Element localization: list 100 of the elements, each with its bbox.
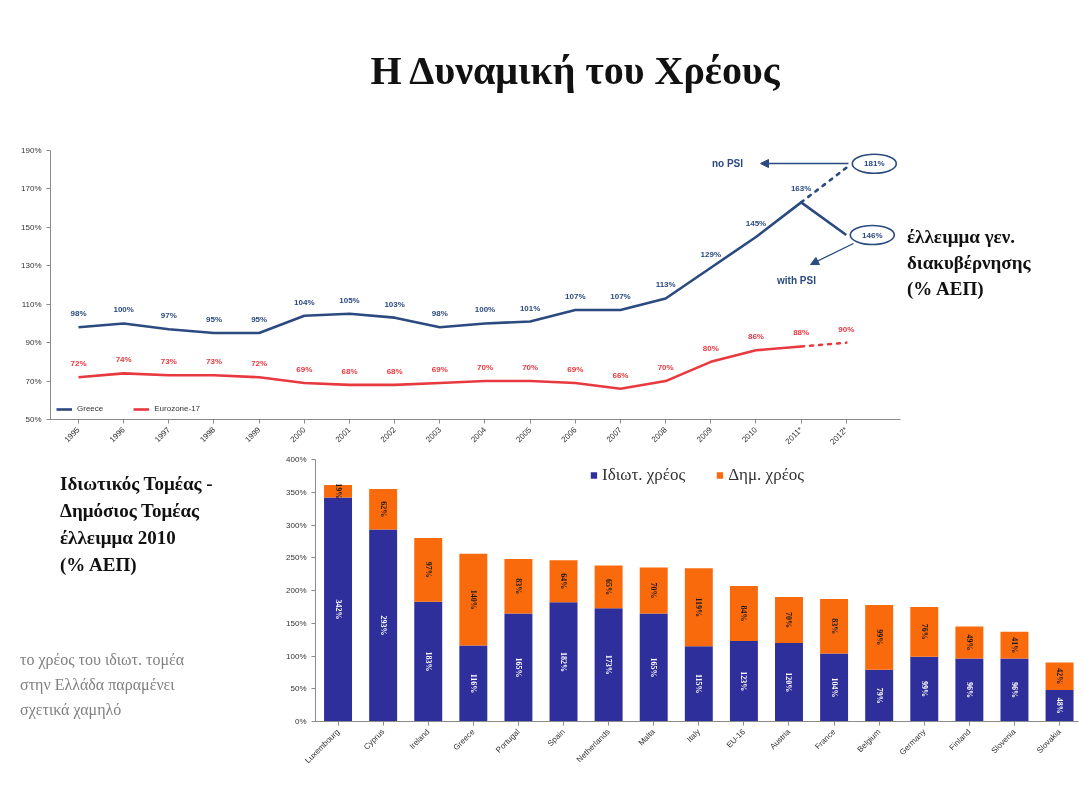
bar xyxy=(414,601,443,722)
data-label: 83% xyxy=(513,578,523,595)
data-label: 145% xyxy=(745,218,767,228)
chart-title: Η Δυναμική του Χρέους xyxy=(369,47,781,95)
data-label: 62% xyxy=(378,501,388,518)
bar xyxy=(684,646,713,722)
data-label: 70% xyxy=(522,363,539,373)
data-label: 96% xyxy=(1009,682,1019,699)
y-tick-label: 100% xyxy=(286,651,307,661)
data-label: 48% xyxy=(1055,697,1065,714)
bar xyxy=(369,529,398,722)
data-label: 90% xyxy=(838,324,855,334)
data-label: 97% xyxy=(160,311,177,321)
bar xyxy=(775,597,803,643)
data-label: 129% xyxy=(700,249,722,259)
bar xyxy=(1045,690,1074,722)
bar xyxy=(504,559,533,614)
annotation: no PSI xyxy=(711,158,744,169)
bar xyxy=(594,565,623,609)
data-label: 65% xyxy=(604,578,614,595)
y-tick-label: 110% xyxy=(21,299,42,309)
legend-label: Δημ. χρέος xyxy=(728,465,805,485)
bar xyxy=(820,653,849,722)
y-tick-label: 300% xyxy=(286,520,307,530)
legend-label: Ιδιωτ. χρέος xyxy=(601,465,686,485)
x-tick-label: Italy xyxy=(685,727,702,745)
data-label: 70% xyxy=(657,363,674,373)
y-tick-label: 130% xyxy=(21,261,42,271)
bar xyxy=(639,567,668,614)
bar xyxy=(324,497,353,722)
bar xyxy=(865,604,894,670)
y-tick-label: 400% xyxy=(286,455,307,464)
data-label: 165% xyxy=(513,657,523,678)
data-label: 72% xyxy=(251,359,268,369)
data-label: 96% xyxy=(964,682,974,699)
data-label: 72% xyxy=(70,359,87,369)
bar xyxy=(910,656,939,722)
data-label: 73% xyxy=(160,357,177,367)
y-tick-label: 150% xyxy=(21,222,42,232)
data-label: 116% xyxy=(468,673,478,694)
bar xyxy=(1000,658,1029,722)
data-label: 183% xyxy=(423,651,433,672)
y-tick-label: 70% xyxy=(25,376,42,386)
data-label: 79% xyxy=(874,687,884,704)
data-label: 69% xyxy=(431,364,448,374)
legend-label: Greece xyxy=(77,404,104,413)
data-label: 98% xyxy=(431,309,448,319)
data-label: 95% xyxy=(251,315,268,325)
data-label: 100% xyxy=(113,305,134,315)
y-tick-label: 170% xyxy=(21,184,42,194)
data-label: 70% xyxy=(476,363,493,373)
data-label: 115% xyxy=(694,674,704,694)
bar xyxy=(639,613,668,722)
bar xyxy=(414,538,443,602)
data-label: 103% xyxy=(384,299,405,309)
data-label: 66% xyxy=(612,370,629,380)
data-label: 83% xyxy=(829,618,839,635)
data-label: 19% xyxy=(333,483,343,500)
bar xyxy=(729,640,758,722)
bar xyxy=(549,560,578,603)
bar xyxy=(955,626,984,659)
text: Ιδιωτικός Τομέας - Δημόσιος Τομέας έλλειμμα 2010 (% ΑΕΠ) xyxy=(60,472,213,577)
data-label: 342% xyxy=(333,599,343,620)
bar xyxy=(820,599,849,654)
bar xyxy=(504,613,533,722)
data-label: 120% xyxy=(784,672,794,693)
data-label: 68% xyxy=(386,366,403,376)
data-label: 104% xyxy=(294,297,315,307)
y-tick-label: 250% xyxy=(286,553,307,563)
y-tick-label: 90% xyxy=(25,338,42,348)
data-label: 86% xyxy=(747,332,764,342)
data-label: 76% xyxy=(919,623,929,640)
data-label: 98% xyxy=(70,309,87,319)
bar xyxy=(910,606,939,657)
bar xyxy=(1000,631,1029,659)
data-label: 88% xyxy=(793,328,810,338)
bar xyxy=(955,658,984,722)
data-label: 70% xyxy=(784,611,794,628)
data-label: 181% xyxy=(864,159,885,169)
data-label: 107% xyxy=(565,291,586,301)
data-label: 113% xyxy=(655,280,676,290)
bar xyxy=(369,488,398,530)
data-label: 107% xyxy=(610,291,631,301)
data-label: 163% xyxy=(790,184,812,194)
bar xyxy=(459,553,488,646)
y-tick-label: 50% xyxy=(25,415,42,424)
data-label: 68% xyxy=(341,366,358,376)
y-tick-label: 50% xyxy=(290,684,307,694)
data-label: 84% xyxy=(739,605,749,622)
data-label: 70% xyxy=(649,582,659,599)
data-label: 69% xyxy=(567,364,584,374)
data-label: 100% xyxy=(474,305,496,315)
bar xyxy=(865,669,894,722)
data-label: 74% xyxy=(115,355,132,365)
text: έλλειμμα γεν. διακυβέρνησης (% ΑΕΠ) xyxy=(907,225,1031,301)
bar xyxy=(729,585,758,641)
data-label: 104% xyxy=(829,677,839,698)
data-label: 182% xyxy=(559,651,569,672)
data-label: 146% xyxy=(862,230,883,240)
data-label: 123% xyxy=(739,671,749,692)
